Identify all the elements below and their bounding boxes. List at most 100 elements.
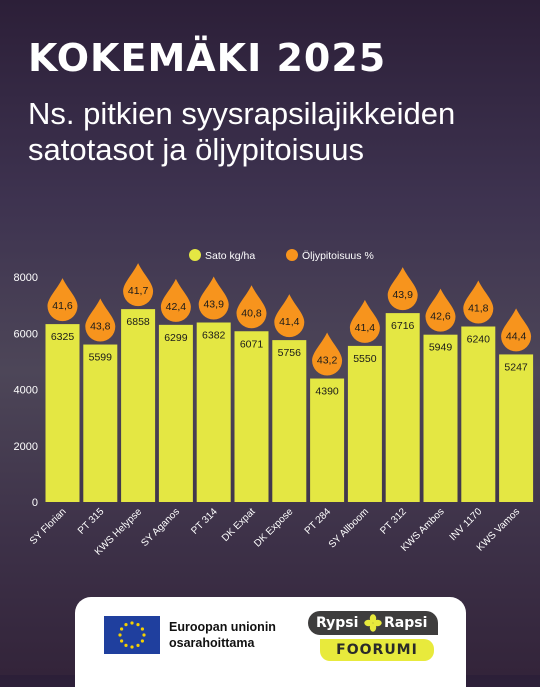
forum-logo-bottom: FOORUMI bbox=[320, 639, 434, 661]
x-tick-label: SY Florian bbox=[28, 506, 69, 547]
eu-star bbox=[130, 621, 134, 625]
bar bbox=[347, 345, 382, 502]
y-tick-label: 2000 bbox=[14, 441, 38, 453]
eu-star bbox=[124, 643, 128, 647]
oil-value-label: 42,6 bbox=[430, 311, 451, 323]
eu-cofunded-text: Euroopan unionin osarahoittama bbox=[169, 619, 276, 651]
oil-value-label: 43,9 bbox=[203, 299, 224, 311]
x-tick-label: DK Expat bbox=[220, 506, 258, 544]
oil-value-label: 44,4 bbox=[506, 330, 527, 342]
oil-drop-marker bbox=[274, 294, 305, 338]
oil-drop-marker bbox=[312, 332, 343, 376]
x-tick-label: PT 284 bbox=[303, 506, 334, 537]
page-title: KOKEMÄKI 2025 bbox=[28, 36, 387, 80]
forum-word-rapsi: Rapsi bbox=[384, 615, 428, 631]
eu-flag-icon bbox=[104, 616, 160, 654]
bar-value-label: 6382 bbox=[202, 330, 226, 342]
clover-icon bbox=[364, 614, 382, 632]
chart-legend: Sato kg/ha Öljypitoisuus % bbox=[189, 249, 374, 262]
bar-value-label: 5949 bbox=[429, 342, 453, 354]
x-tick-label: PT 312 bbox=[378, 506, 409, 537]
bar bbox=[234, 331, 269, 502]
bar-value-label: 5550 bbox=[353, 353, 377, 365]
yield-oil-chart: Sato kg/ha Öljypitoisuus % 0 2000 4000 6000… bbox=[14, 249, 534, 558]
bar-value-label: 5247 bbox=[504, 361, 528, 373]
oil-drop-marker bbox=[501, 308, 532, 352]
y-tick-label: 0 bbox=[32, 497, 38, 509]
x-tick-label: SY Aganos bbox=[139, 506, 182, 549]
yield-bars: 6325 5599 6858 6299 6382 6071 5756 4390 5550 6716… bbox=[45, 309, 534, 502]
x-tick-label: DK Expose bbox=[252, 506, 295, 549]
y-tick-label: 8000 bbox=[14, 272, 38, 284]
y-axis: 0 2000 4000 6000 8000 bbox=[14, 272, 38, 509]
bar-value-label: 5756 bbox=[278, 347, 302, 359]
bar-value-label: 5599 bbox=[89, 352, 113, 364]
forum-word-rypsi: Rypsi bbox=[316, 615, 359, 631]
eu-star bbox=[136, 623, 140, 627]
x-tick-label: PT 314 bbox=[189, 506, 220, 537]
footer-logo-panel: Euroopan unionin osarahoittama Rypsi Rap… bbox=[75, 597, 466, 687]
bar bbox=[272, 340, 307, 502]
bar-value-label: 6071 bbox=[240, 338, 264, 350]
oil-value-label: 42,4 bbox=[166, 301, 187, 313]
y-tick-label: 6000 bbox=[14, 328, 38, 340]
oil-value-label: 40,8 bbox=[241, 307, 262, 319]
legend-label-yield: Sato kg/ha bbox=[205, 250, 255, 262]
bar-value-label: 4390 bbox=[315, 386, 339, 398]
oil-drop-marker bbox=[198, 276, 229, 320]
oil-drop-marker bbox=[85, 298, 116, 342]
oil-drop-marker bbox=[349, 299, 380, 343]
oil-value-label: 41,4 bbox=[355, 322, 376, 334]
eu-star bbox=[142, 633, 146, 637]
eu-star bbox=[120, 627, 124, 631]
bar-value-label: 6299 bbox=[164, 332, 188, 344]
eu-star bbox=[136, 643, 140, 647]
page-subtitle: Ns. pitkien syysrapsilajikkeiden satotas… bbox=[28, 96, 456, 167]
bar bbox=[423, 334, 458, 502]
bar bbox=[158, 324, 193, 502]
legend-swatch-oil bbox=[286, 249, 298, 261]
bar bbox=[121, 309, 156, 502]
oil-drop-marker bbox=[387, 267, 418, 311]
bar bbox=[310, 378, 345, 502]
x-tick-label: SY Allboom bbox=[327, 506, 371, 550]
oil-drop-marker bbox=[160, 278, 191, 322]
bar-value-label: 6240 bbox=[467, 334, 491, 346]
oil-value-label: 43,8 bbox=[90, 321, 111, 333]
x-tick-label: INV 1170 bbox=[448, 506, 485, 543]
oil-value-label: 41,4 bbox=[279, 316, 300, 328]
bar bbox=[461, 326, 496, 502]
legend-label-oil: Öljypitoisuus % bbox=[302, 250, 374, 262]
bar-value-label: 6325 bbox=[51, 331, 75, 343]
x-tick-label: PT 315 bbox=[76, 506, 107, 537]
bar-value-label: 6716 bbox=[391, 320, 415, 332]
oil-drop-marker bbox=[236, 285, 267, 329]
y-tick-label: 4000 bbox=[14, 385, 38, 397]
oil-value-label: 43,9 bbox=[392, 289, 413, 301]
rypsirapsi-forum-logo: Rypsi Rapsi FOORUMI bbox=[308, 611, 440, 667]
legend-swatch-yield bbox=[189, 249, 201, 261]
oil-drop-marker bbox=[425, 288, 456, 332]
oil-drops: 41,6 43,8 41,7 42,4 43,9 40,8 41,4 43,2 41,4 43,9… bbox=[47, 263, 532, 376]
forum-logo-top: Rypsi Rapsi bbox=[308, 611, 438, 635]
oil-drop-marker bbox=[123, 263, 154, 307]
eu-star bbox=[140, 639, 144, 643]
eu-star bbox=[140, 627, 144, 631]
eu-text-line1: Euroopan unionin bbox=[169, 620, 276, 634]
eu-star bbox=[124, 623, 128, 627]
bar bbox=[45, 324, 80, 502]
oil-drop-marker bbox=[463, 280, 494, 324]
bar-value-label: 6858 bbox=[126, 316, 150, 328]
bar bbox=[499, 354, 534, 502]
oil-value-label: 41,7 bbox=[128, 285, 149, 297]
bar bbox=[83, 344, 118, 502]
oil-drop-marker bbox=[47, 278, 78, 322]
eu-text-line2: osarahoittama bbox=[169, 636, 255, 650]
eu-star bbox=[120, 639, 124, 643]
bar bbox=[385, 313, 420, 502]
eu-star bbox=[118, 633, 122, 637]
oil-value-label: 41,6 bbox=[52, 300, 73, 312]
oil-value-label: 43,2 bbox=[317, 355, 338, 367]
eu-star bbox=[130, 645, 134, 649]
